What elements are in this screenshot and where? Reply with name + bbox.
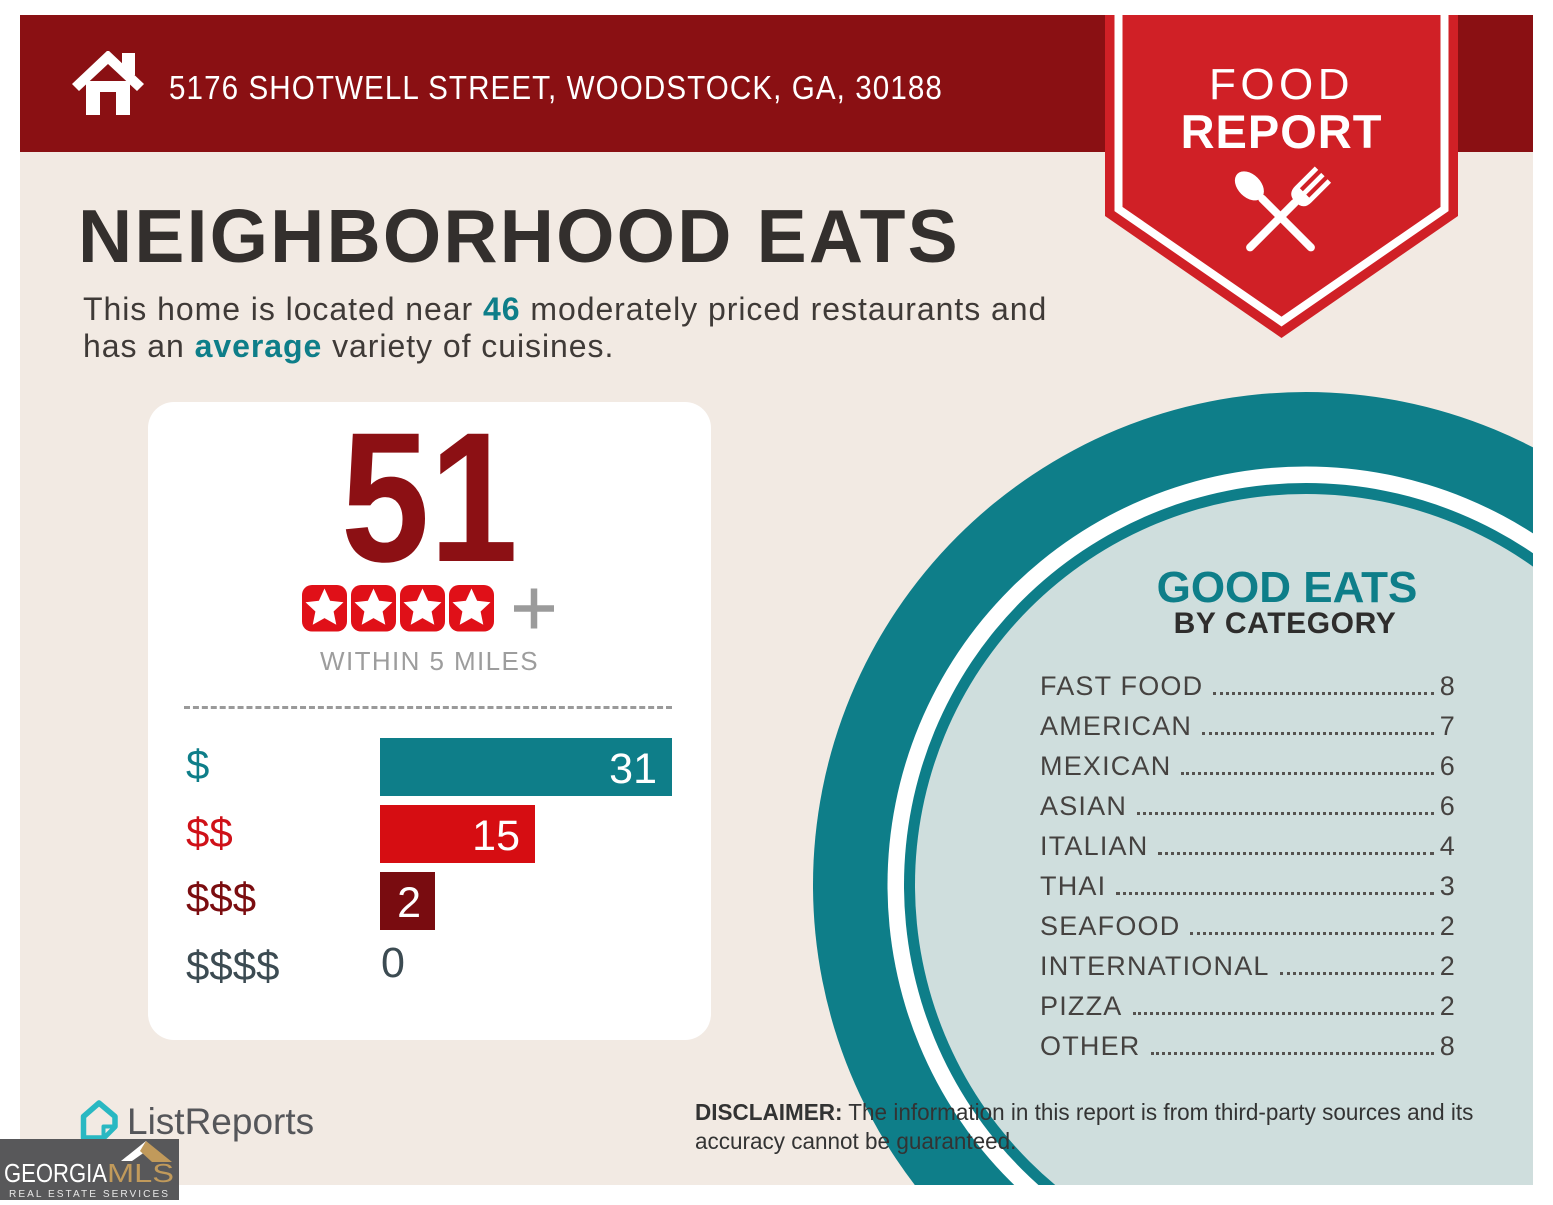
- svg-text:REPORT: REPORT: [1181, 105, 1383, 158]
- svg-text:GEORGIA: GEORGIA: [4, 1158, 108, 1188]
- svg-text:REAL ESTATE SERVICES: REAL ESTATE SERVICES: [9, 1189, 170, 1200]
- svg-text:MLS: MLS: [107, 1158, 174, 1188]
- svg-text:FOOD: FOOD: [1209, 60, 1354, 109]
